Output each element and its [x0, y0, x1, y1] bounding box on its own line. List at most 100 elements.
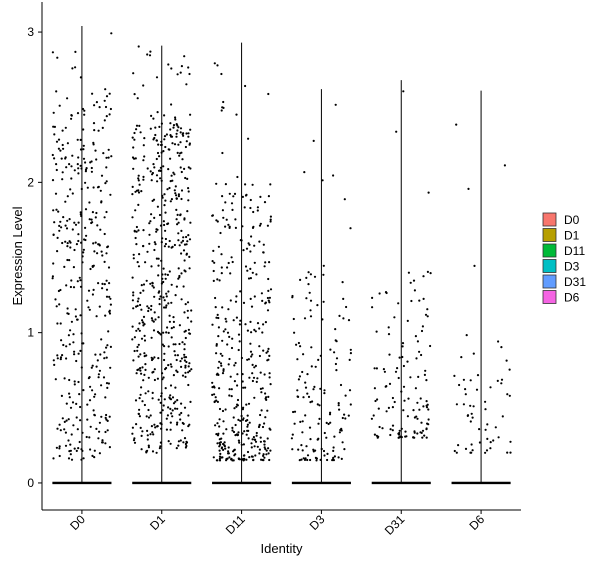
data-point [82, 148, 85, 151]
data-point [263, 422, 266, 425]
data-point [157, 257, 160, 260]
data-point [152, 286, 155, 289]
data-point [163, 245, 166, 248]
data-point [150, 358, 154, 362]
data-point [395, 130, 398, 133]
data-point [291, 433, 294, 436]
data-point [152, 117, 155, 120]
data-point [163, 358, 166, 362]
data-point [188, 255, 191, 258]
data-point [337, 456, 340, 459]
data-point [220, 456, 223, 459]
data-point [218, 407, 222, 411]
data-point [323, 392, 326, 395]
data-point [225, 428, 228, 431]
data-point [139, 369, 142, 372]
data-point [262, 251, 265, 254]
data-point [82, 248, 85, 251]
data-point [297, 448, 300, 451]
data-point [227, 446, 230, 449]
data-point [177, 221, 180, 224]
data-point [58, 229, 61, 232]
data-point [94, 216, 97, 219]
data-point [136, 300, 139, 303]
data-point [175, 447, 178, 450]
data-point [177, 239, 180, 242]
data-point [247, 437, 250, 440]
data-point [169, 407, 172, 410]
data-point [414, 335, 417, 338]
data-point [262, 243, 265, 246]
data-point [57, 138, 61, 141]
data-point [150, 213, 153, 216]
data-point [93, 456, 96, 459]
data-point [426, 270, 429, 273]
data-point [391, 424, 395, 427]
data-point [72, 424, 75, 427]
data-point [162, 165, 165, 168]
data-point [249, 342, 252, 345]
data-point [187, 328, 190, 331]
data-point [334, 103, 337, 106]
data-point [374, 399, 377, 403]
data-point [269, 218, 272, 221]
data-point [183, 243, 187, 246]
data-point [142, 144, 145, 147]
data-point [66, 307, 69, 310]
data-point [133, 131, 136, 135]
data-point [60, 157, 63, 160]
data-point [142, 84, 145, 87]
data-point [322, 264, 325, 267]
data-point [77, 172, 80, 175]
data-point [165, 292, 168, 295]
data-point [100, 415, 103, 418]
data-point [95, 427, 98, 430]
data-point [296, 395, 299, 398]
data-point [418, 350, 421, 353]
data-point [290, 437, 293, 440]
data-point [246, 329, 249, 332]
data-point [65, 419, 68, 422]
data-point [64, 444, 68, 447]
data-point [227, 223, 230, 226]
data-point [163, 135, 167, 138]
data-point [86, 299, 89, 302]
data-point [349, 352, 352, 355]
data-point [237, 439, 240, 442]
data-point [500, 382, 503, 385]
data-point [58, 303, 61, 306]
y-axis-title: Expression Level [10, 206, 25, 305]
data-point [238, 323, 241, 326]
data-point [82, 251, 85, 254]
data-point [313, 275, 317, 278]
data-point [83, 238, 86, 241]
data-point [188, 362, 191, 365]
data-point [105, 180, 108, 183]
data-point [382, 368, 385, 371]
data-point [258, 224, 262, 227]
data-point [462, 378, 465, 381]
data-point [135, 329, 138, 332]
data-point [212, 269, 215, 273]
data-point [189, 128, 192, 131]
data-point [71, 67, 74, 70]
data-point [249, 250, 252, 253]
data-point [98, 106, 101, 109]
data-point [333, 435, 336, 438]
data-point [143, 137, 146, 140]
data-point [213, 386, 216, 389]
data-point [471, 416, 474, 419]
data-point [332, 459, 335, 462]
data-point [349, 227, 352, 230]
data-point [137, 343, 140, 346]
data-point [252, 459, 255, 462]
data-point [381, 427, 384, 430]
data-point [260, 409, 263, 412]
data-point [137, 412, 140, 415]
data-point [231, 260, 234, 264]
data-point [104, 182, 107, 185]
data-point [70, 458, 74, 461]
data-point [182, 249, 186, 252]
data-point [152, 163, 155, 166]
data-point [89, 267, 92, 271]
